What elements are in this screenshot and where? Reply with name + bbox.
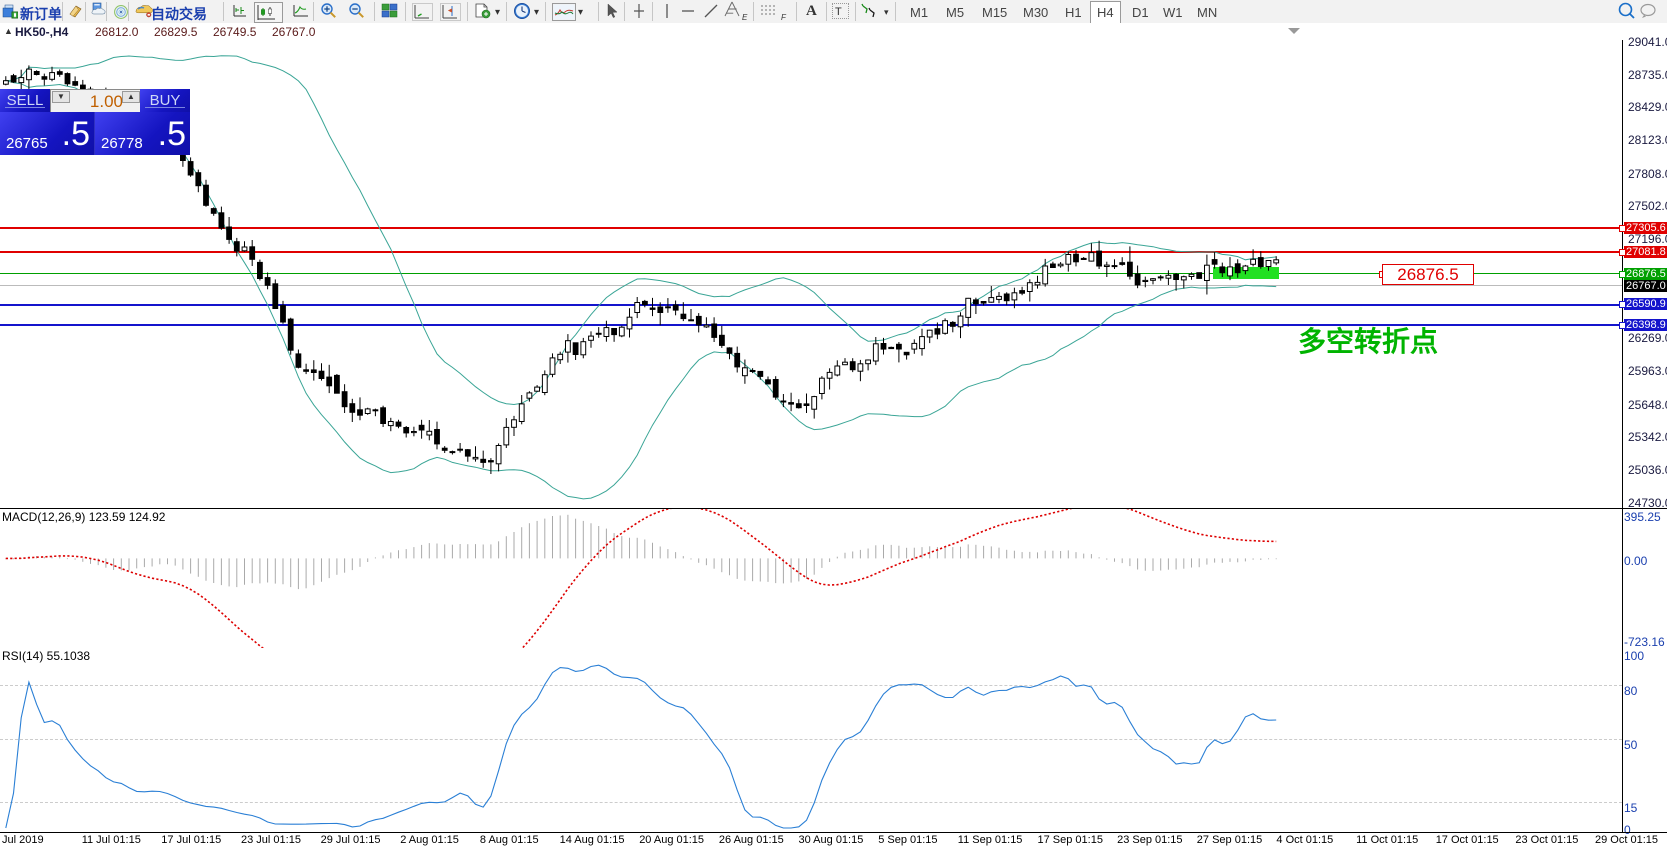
svg-text:T: T: [835, 6, 842, 18]
